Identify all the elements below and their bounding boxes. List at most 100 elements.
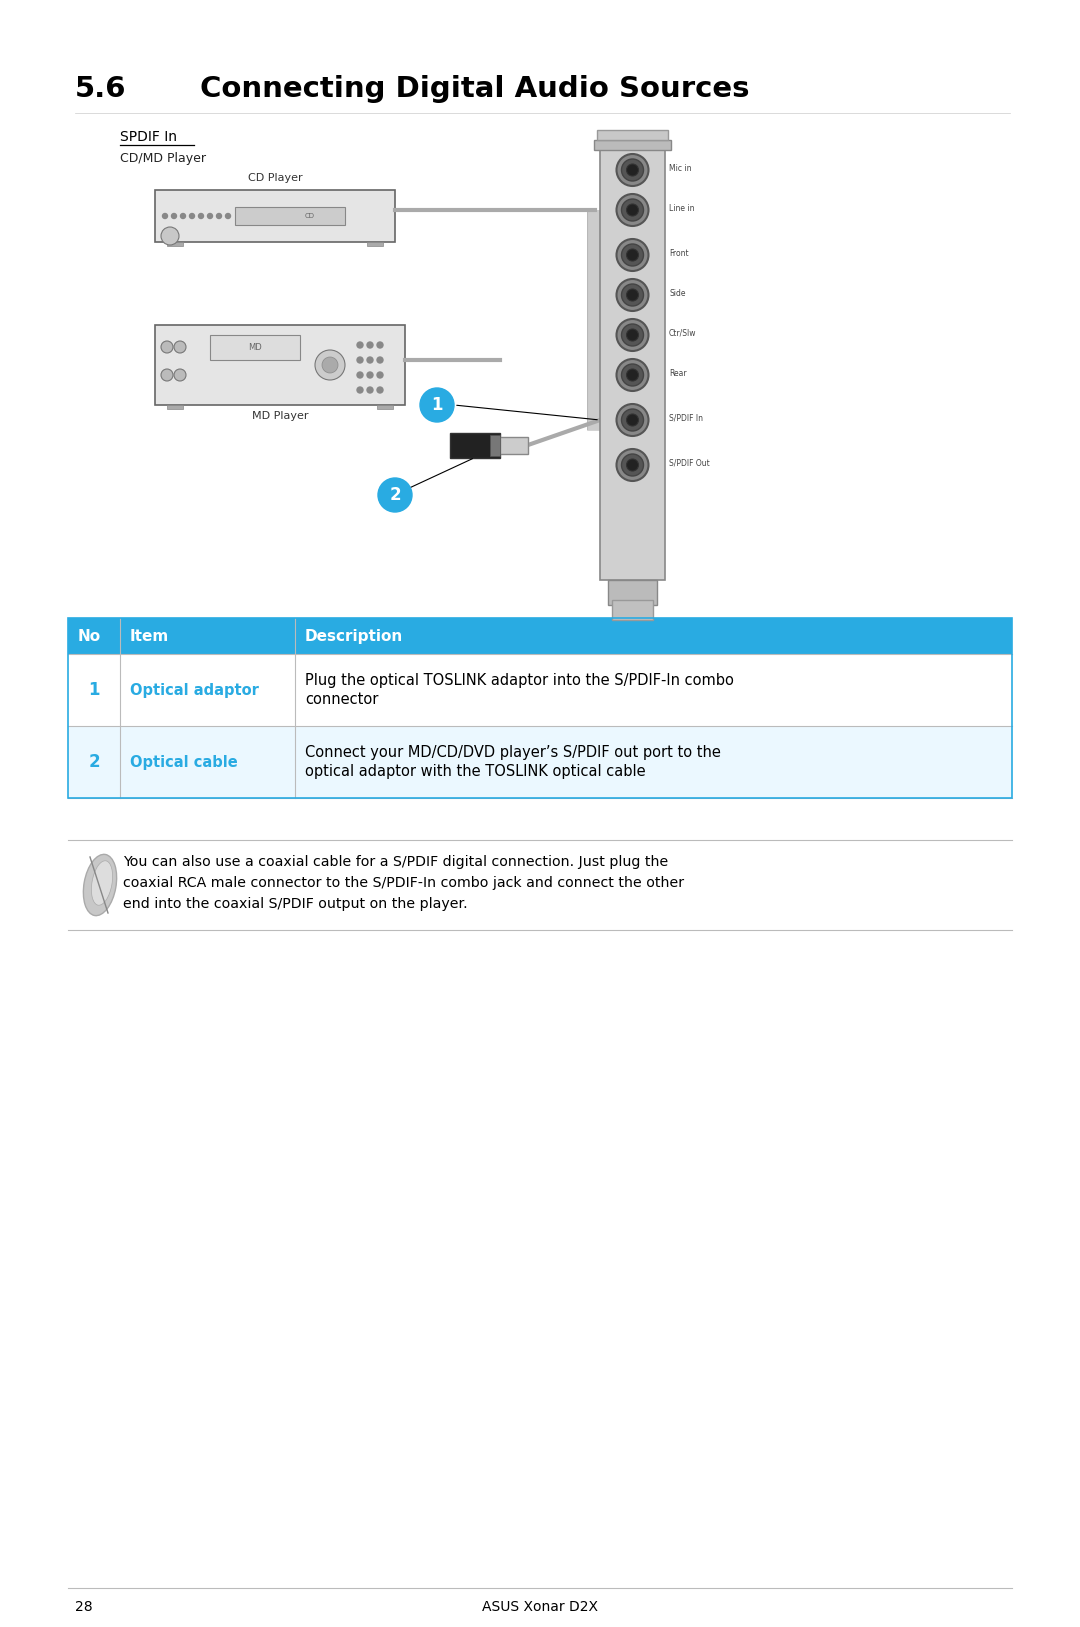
Circle shape	[626, 249, 638, 260]
Bar	[156, 190, 395, 242]
Bar	[367, 242, 383, 246]
Circle shape	[357, 373, 363, 377]
Circle shape	[377, 387, 383, 394]
Text: Mic in: Mic in	[669, 163, 691, 172]
Bar	[167, 242, 183, 246]
Text: 5.6: 5.6	[75, 75, 126, 103]
Circle shape	[617, 278, 648, 311]
Bar	[500, 436, 528, 454]
Circle shape	[315, 350, 345, 381]
Circle shape	[378, 478, 411, 513]
Circle shape	[172, 213, 176, 218]
Text: connector: connector	[305, 691, 378, 708]
Circle shape	[162, 213, 167, 218]
Circle shape	[626, 290, 638, 301]
Bar	[68, 654, 1012, 726]
Bar	[490, 434, 500, 456]
Circle shape	[626, 413, 638, 426]
Circle shape	[377, 356, 383, 363]
Circle shape	[367, 373, 373, 377]
Text: 2: 2	[89, 753, 99, 771]
Circle shape	[626, 459, 638, 470]
Text: Connecting Digital Audio Sources: Connecting Digital Audio Sources	[200, 75, 750, 103]
Circle shape	[357, 387, 363, 394]
Text: Optical adaptor: Optical adaptor	[130, 682, 259, 698]
Circle shape	[626, 369, 638, 381]
Bar	[600, 140, 665, 579]
Circle shape	[617, 360, 648, 390]
Text: CD: CD	[305, 213, 315, 220]
Bar	[608, 579, 657, 605]
Text: Front: Front	[669, 249, 689, 257]
Circle shape	[621, 324, 644, 347]
Circle shape	[621, 364, 644, 386]
Bar	[450, 433, 500, 457]
Bar	[68, 726, 1012, 797]
Circle shape	[161, 369, 173, 381]
Circle shape	[367, 387, 373, 394]
Circle shape	[174, 342, 186, 353]
Text: CD Player: CD Player	[247, 172, 302, 182]
Circle shape	[189, 213, 194, 218]
Circle shape	[377, 342, 383, 348]
Circle shape	[621, 285, 644, 306]
Text: No: No	[78, 628, 102, 644]
Circle shape	[626, 164, 638, 176]
Bar	[68, 618, 1012, 654]
Circle shape	[367, 342, 373, 348]
Text: Item: Item	[130, 628, 170, 644]
Bar	[594, 140, 671, 150]
Bar	[156, 325, 405, 405]
Circle shape	[180, 213, 186, 218]
Text: Plug the optical TOSLINK adaptor into the S/PDIF-In combo: Plug the optical TOSLINK adaptor into th…	[305, 674, 734, 688]
Text: Ctr/Slw: Ctr/Slw	[669, 329, 697, 337]
Text: S/PDIF Out: S/PDIF Out	[669, 459, 710, 467]
Bar	[612, 600, 653, 620]
Circle shape	[322, 356, 338, 373]
Circle shape	[617, 449, 648, 482]
Text: coaxial RCA male connector to the S/PDIF-In combo jack and connect the other: coaxial RCA male connector to the S/PDIF…	[123, 875, 684, 890]
Circle shape	[377, 373, 383, 377]
Circle shape	[357, 356, 363, 363]
Text: MD: MD	[248, 343, 261, 351]
Circle shape	[161, 342, 173, 353]
Bar	[68, 618, 1012, 797]
Text: optical adaptor with the TOSLINK optical cable: optical adaptor with the TOSLINK optical…	[305, 765, 646, 779]
Text: ASUS Xonar D2X: ASUS Xonar D2X	[482, 1599, 598, 1614]
Circle shape	[367, 356, 373, 363]
Circle shape	[621, 198, 644, 221]
Circle shape	[226, 213, 230, 218]
Circle shape	[617, 155, 648, 185]
Circle shape	[207, 213, 213, 218]
Text: S/PDIF In: S/PDIF In	[669, 413, 703, 423]
Circle shape	[621, 454, 644, 477]
Circle shape	[621, 244, 644, 265]
Text: Connect your MD/CD/DVD player’s S/PDIF out port to the: Connect your MD/CD/DVD player’s S/PDIF o…	[305, 745, 720, 760]
Ellipse shape	[83, 854, 117, 916]
Bar	[377, 405, 393, 408]
Circle shape	[161, 228, 179, 246]
Text: You can also use a coaxial cable for a S/PDIF digital connection. Just plug the: You can also use a coaxial cable for a S…	[123, 856, 669, 869]
Text: 28: 28	[75, 1599, 93, 1614]
Text: Description: Description	[305, 628, 403, 644]
Circle shape	[357, 342, 363, 348]
Circle shape	[626, 329, 638, 342]
Text: MD Player: MD Player	[252, 412, 308, 421]
Ellipse shape	[92, 861, 112, 905]
Circle shape	[626, 203, 638, 216]
Circle shape	[617, 403, 648, 436]
Bar	[235, 207, 345, 225]
Text: SPDIF In: SPDIF In	[120, 130, 177, 145]
Bar	[167, 405, 183, 408]
Circle shape	[621, 159, 644, 181]
Text: CD/MD Player: CD/MD Player	[120, 151, 206, 164]
Circle shape	[420, 387, 454, 421]
Bar	[210, 335, 300, 360]
Text: Optical cable: Optical cable	[130, 755, 238, 770]
Text: 1: 1	[431, 395, 443, 413]
Text: 1: 1	[89, 682, 99, 700]
Circle shape	[617, 239, 648, 272]
Circle shape	[199, 213, 203, 218]
Circle shape	[216, 213, 221, 218]
Circle shape	[617, 319, 648, 351]
